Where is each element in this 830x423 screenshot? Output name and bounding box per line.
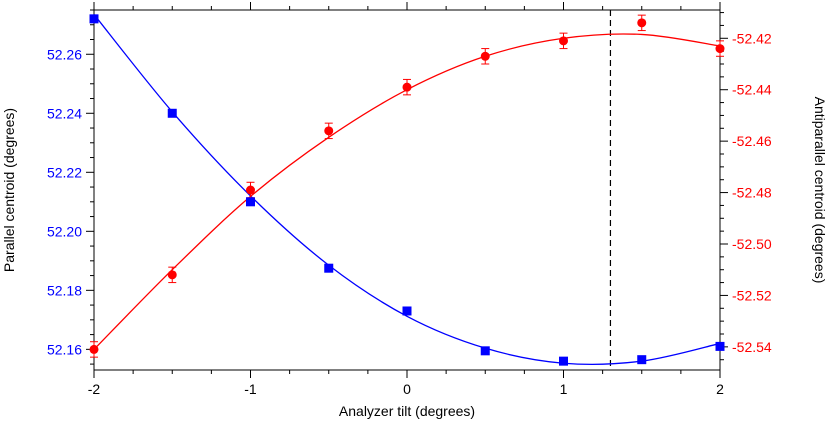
right-tick-label: -52.48 — [732, 185, 772, 201]
antiparallel-point — [246, 185, 255, 195]
parallel-point — [559, 356, 568, 366]
left-tick-label: 52.22 — [47, 164, 82, 180]
left-tick-label: 52.20 — [47, 223, 82, 239]
x-tick-label: -1 — [244, 381, 257, 397]
parallel-point — [480, 346, 490, 356]
parallel-point — [715, 341, 725, 351]
antiparallel-point — [480, 51, 490, 61]
left-y-axis-title: Parallel centroid (degrees) — [1, 108, 17, 272]
x-tick-label: -2 — [88, 381, 101, 397]
antiparallel-point — [324, 126, 334, 136]
x-tick-label: 0 — [403, 381, 411, 397]
left-tick-label: 52.24 — [47, 105, 82, 121]
right-tick-label: -52.50 — [732, 236, 772, 252]
antiparallel-point — [89, 344, 99, 354]
x-axis-title: Analyzer tilt (degrees) — [339, 403, 475, 419]
right-tick-label: -52.52 — [732, 287, 772, 303]
parallel-point — [402, 306, 412, 316]
right-tick-label: -52.46 — [732, 133, 772, 149]
parallel-point — [637, 355, 647, 365]
left-tick-label: 52.26 — [47, 46, 82, 62]
right-y-axis-title: Antiparallel centroid (degrees) — [812, 97, 828, 284]
antiparallel-point — [715, 44, 725, 54]
parallel-point — [89, 14, 99, 24]
left-tick-label: 52.16 — [47, 341, 82, 357]
antiparallel-point — [637, 18, 647, 28]
antiparallel-point — [167, 270, 177, 280]
right-tick-label: -52.42 — [732, 30, 772, 46]
right-tick-label: -52.54 — [732, 339, 772, 355]
parallel-fit-line — [93, 14, 721, 366]
x-tick-label: 1 — [560, 381, 568, 397]
parallel-point — [167, 108, 177, 118]
antiparallel-point — [402, 82, 412, 92]
parallel-point — [246, 197, 255, 207]
x-tick-label: 2 — [716, 381, 724, 397]
antiparallel-fit-line — [93, 33, 721, 350]
left-tick-label: 52.18 — [47, 282, 82, 298]
right-tick-label: -52.44 — [732, 82, 772, 98]
parallel-point — [324, 263, 334, 273]
antiparallel-point — [559, 36, 568, 46]
